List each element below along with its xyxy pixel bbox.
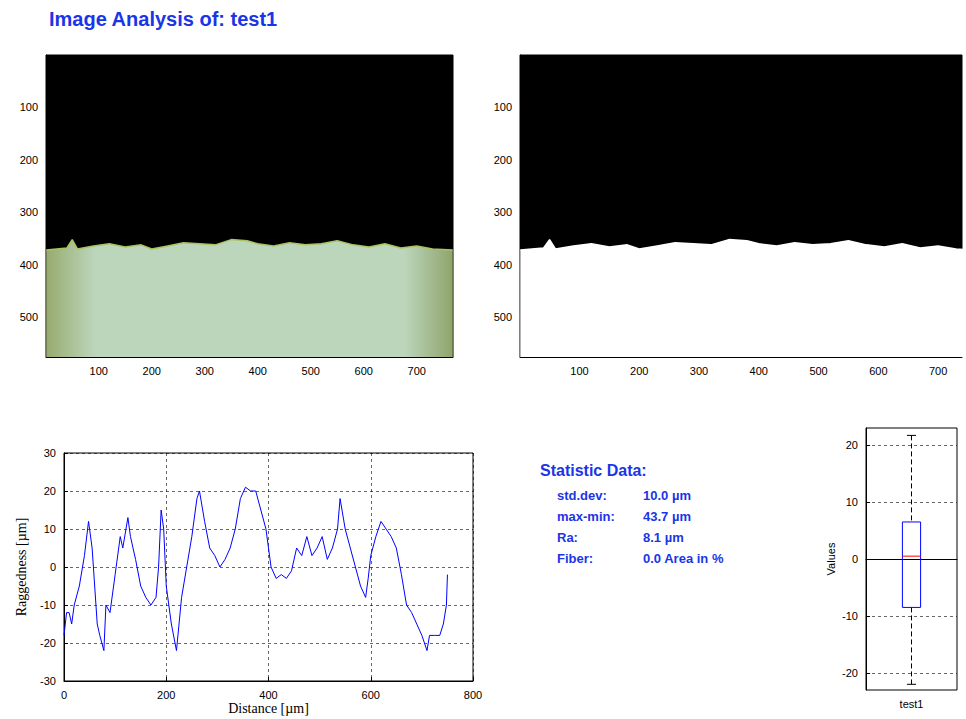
svg-text:std.dev:: std.dev: [557, 488, 607, 503]
svg-text:Ra:: Ra: [557, 530, 578, 545]
svg-text:100: 100 [494, 101, 512, 113]
svg-text:100: 100 [570, 365, 588, 377]
svg-text:100: 100 [20, 101, 38, 113]
svg-text:200: 200 [630, 365, 648, 377]
svg-text:300: 300 [196, 365, 214, 377]
svg-text:test1: test1 [900, 698, 924, 710]
svg-text:300: 300 [20, 206, 38, 218]
svg-text:800: 800 [464, 689, 482, 701]
svg-text:200: 200 [143, 365, 161, 377]
svg-text:8.1 µm: 8.1 µm [643, 530, 684, 545]
svg-text:600: 600 [355, 365, 373, 377]
svg-text:-20: -20 [40, 637, 56, 649]
svg-text:700: 700 [929, 365, 947, 377]
svg-text:100: 100 [90, 365, 108, 377]
svg-text:-20: -20 [842, 667, 858, 679]
svg-text:20: 20 [44, 485, 56, 497]
svg-text:400: 400 [249, 365, 267, 377]
svg-text:-10: -10 [842, 610, 858, 622]
svg-text:-10: -10 [40, 599, 56, 611]
svg-text:0.0 Area in %: 0.0 Area in % [643, 551, 724, 566]
svg-text:0: 0 [61, 689, 67, 701]
svg-text:300: 300 [494, 206, 512, 218]
svg-text:0: 0 [852, 553, 858, 565]
svg-text:10: 10 [44, 523, 56, 535]
svg-text:10: 10 [846, 496, 858, 508]
svg-text:200: 200 [157, 689, 175, 701]
svg-text:400: 400 [20, 259, 38, 271]
svg-text:0: 0 [50, 561, 56, 573]
svg-text:200: 200 [20, 154, 38, 166]
svg-text:600: 600 [869, 365, 887, 377]
svg-text:500: 500 [20, 311, 38, 323]
svg-text:Statistic Data:: Statistic Data: [540, 462, 647, 479]
svg-text:400: 400 [494, 259, 512, 271]
svg-text:500: 500 [809, 365, 827, 377]
svg-text:Distance [µm]: Distance [µm] [228, 701, 309, 716]
svg-text:Raggedness [µm]: Raggedness [µm] [14, 518, 29, 617]
svg-text:-30: -30 [40, 675, 56, 687]
svg-text:700: 700 [408, 365, 426, 377]
svg-text:20: 20 [846, 439, 858, 451]
svg-text:30: 30 [44, 447, 56, 459]
svg-text:300: 300 [690, 365, 708, 377]
svg-text:Fiber:: Fiber: [557, 551, 593, 566]
svg-text:500: 500 [494, 311, 512, 323]
svg-text:400: 400 [750, 365, 768, 377]
svg-text:400: 400 [259, 689, 277, 701]
svg-text:600: 600 [362, 689, 380, 701]
svg-text:10.0 µm: 10.0 µm [643, 488, 691, 503]
svg-text:200: 200 [494, 154, 512, 166]
svg-text:Image Analysis of: test1: Image Analysis of: test1 [49, 8, 277, 30]
svg-text:max-min:: max-min: [557, 509, 615, 524]
svg-text:500: 500 [302, 365, 320, 377]
svg-text:Values: Values [825, 542, 837, 575]
svg-text:43.7 µm: 43.7 µm [643, 509, 691, 524]
